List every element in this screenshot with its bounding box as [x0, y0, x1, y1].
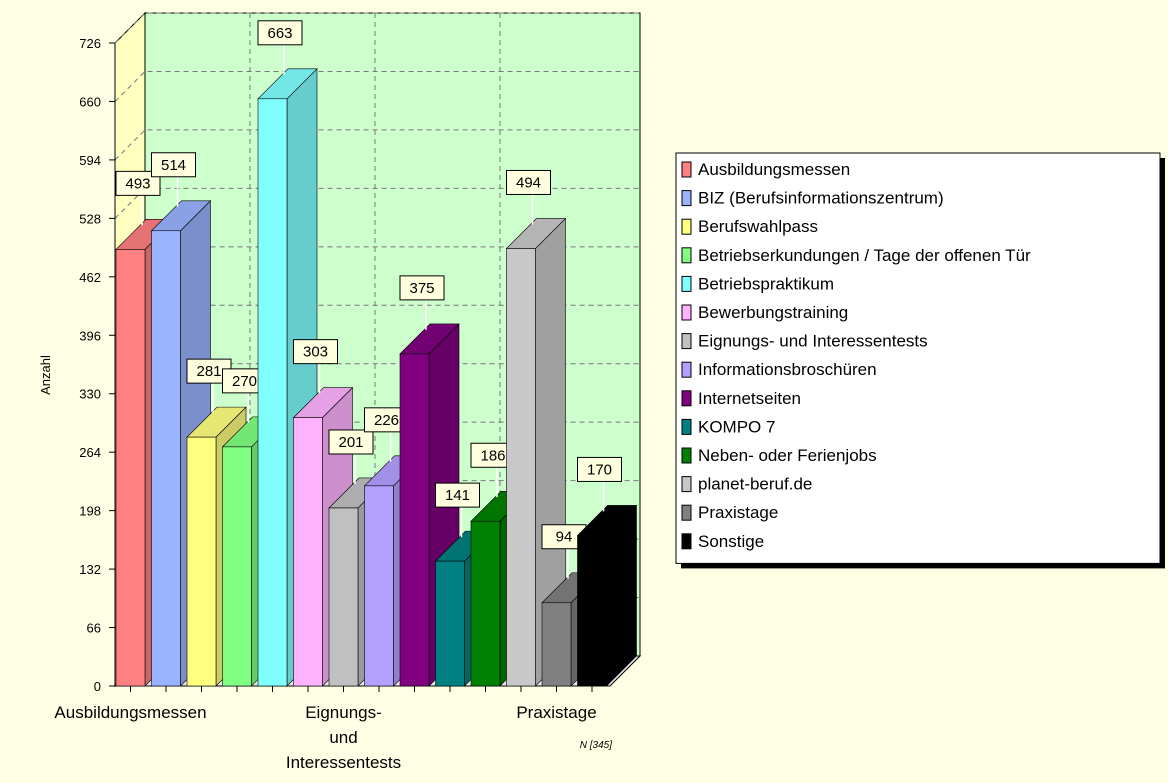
value-label: 663: [267, 25, 292, 42]
y-tick-label: 264: [79, 445, 101, 460]
legend-label: Praxistage: [698, 503, 778, 522]
legend-label: Bewerbungstraining: [698, 303, 848, 322]
bar: [577, 535, 607, 687]
x-tick-label: Eignungs- und Interessentests: [285, 703, 402, 772]
grid-line: [114, 187, 640, 219]
label-box: [435, 482, 480, 508]
x-tick-label: Praxistage: [516, 703, 597, 722]
value-label: 201: [338, 434, 363, 451]
x-tick-label-box: Ausbildungsmessen: [0, 700, 281, 725]
legend-swatch: [681, 304, 692, 321]
legend-label: Betriebserkundungen / Tage der offenen T…: [698, 246, 1031, 265]
legend-label: KOMPO 7: [698, 417, 775, 436]
label-box: [293, 339, 338, 365]
bar: [328, 507, 359, 687]
legend-swatch: [681, 275, 692, 292]
bar-side: [606, 504, 637, 687]
y-tick-label: 330: [79, 387, 101, 402]
legend-swatch: [681, 504, 692, 521]
y-tick-label: 198: [79, 504, 101, 519]
grid-line: [114, 70, 640, 102]
value-label: 170: [587, 461, 612, 478]
label-box: [506, 169, 551, 195]
x-tick-label: Ausbildungsmessen: [54, 703, 207, 722]
bar: [364, 485, 394, 687]
value-label: 281: [196, 363, 221, 380]
legend-label: BIZ (Berufsinformationszentrum): [698, 189, 944, 208]
legend-swatch: [681, 333, 692, 350]
y-tick-label: 594: [79, 153, 101, 168]
label-box: [328, 429, 374, 455]
bar: [506, 248, 536, 687]
value-label: 270: [232, 373, 257, 390]
label-box: [577, 456, 622, 482]
legend-label: Informationsbroschüren: [698, 360, 877, 379]
bar: [186, 436, 217, 687]
value-label: 94: [556, 529, 573, 546]
grid-line: [114, 129, 640, 161]
y-tick-label: 726: [79, 36, 101, 51]
legend-label: Internetseiten: [698, 389, 801, 408]
legend-swatch: [681, 390, 692, 407]
bar: [399, 353, 430, 687]
bar: [222, 446, 252, 687]
legend-swatch: [681, 361, 692, 378]
legend-label: Berufswahlpass: [698, 217, 818, 236]
legend-swatch: [681, 447, 692, 464]
bar: [435, 560, 465, 687]
x-tick-label-box: Praxistage: [407, 700, 707, 725]
grid-line: [114, 246, 640, 278]
bar: [257, 98, 288, 687]
bar: [151, 230, 181, 687]
legend-label: planet-beruf.de: [698, 475, 812, 494]
label-box: [151, 152, 196, 178]
y-tick-label: 0: [94, 679, 101, 694]
note: N [345]: [580, 740, 612, 751]
legend: [675, 152, 1161, 564]
value-label: 514: [161, 157, 186, 174]
legend-swatch: [681, 190, 692, 207]
y-tick-label: 462: [79, 270, 101, 285]
legend-swatch: [681, 476, 692, 493]
grid-line: [114, 421, 640, 453]
legend-swatch: [681, 247, 692, 264]
legend-swatch: [681, 161, 692, 178]
value-label: 494: [516, 174, 541, 191]
y-tick-label: 396: [79, 328, 101, 343]
value-label: 375: [409, 280, 434, 297]
value-label: 141: [445, 487, 470, 504]
grid-line: [114, 304, 640, 336]
value-label: 303: [303, 344, 328, 361]
y-tick-label: 66: [87, 621, 101, 636]
label-box: [399, 275, 445, 301]
legend-swatch: [681, 533, 692, 550]
y-tick-label: 132: [79, 562, 101, 577]
legend-label: Sonstige: [698, 532, 764, 551]
bar: [115, 249, 146, 687]
legend-swatch: [681, 418, 692, 435]
value-label: 493: [125, 175, 150, 192]
y-tick-label: 528: [79, 211, 101, 226]
grid-line: [114, 363, 640, 395]
y-tick-label: 660: [79, 94, 101, 109]
bar: [470, 520, 501, 687]
grid-line: [114, 12, 640, 44]
bar: [541, 602, 572, 687]
x-tick-label-box: Eignungs- und Interessentests: [194, 700, 494, 775]
legend-label: Eignungs- und Interessentests: [698, 332, 928, 351]
y-axis-label: Anzahl: [38, 355, 53, 395]
legend-label: Ausbildungsmessen: [698, 160, 850, 179]
legend-label: Neben- oder Ferienjobs: [698, 446, 877, 465]
grid-line: [114, 480, 640, 511]
value-label: 186: [480, 447, 505, 464]
bar: [293, 417, 323, 687]
label-box: [257, 20, 303, 46]
value-label: 226: [374, 412, 399, 429]
legend-label: Betriebspraktikum: [698, 274, 834, 293]
legend-swatch: [681, 218, 692, 235]
